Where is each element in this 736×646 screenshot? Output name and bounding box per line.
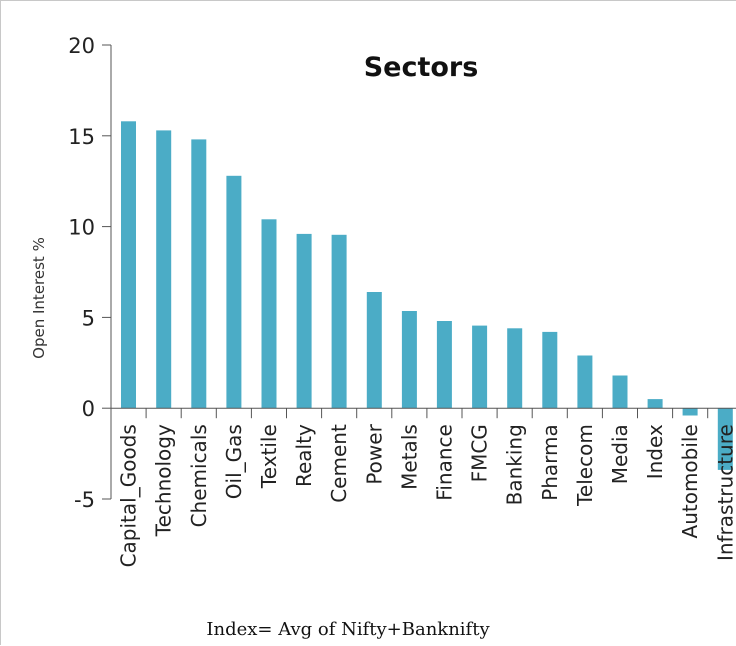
x-tick-label: Realty — [292, 424, 316, 487]
x-tick-label: Index — [643, 424, 667, 479]
y-axis: -5 0 5 10 15 20 — [68, 34, 112, 512]
bar-pharma — [542, 331, 558, 409]
x-tick-label: Automobile — [678, 424, 702, 538]
bar-power — [366, 292, 382, 409]
bar-technology — [156, 130, 172, 409]
chart-title: Sectors — [364, 52, 479, 83]
bar-index — [647, 399, 663, 409]
x-tick-label: Finance — [432, 424, 456, 501]
x-tick-label: Power — [362, 423, 386, 484]
bar-automobile — [682, 408, 698, 416]
bar-infrastructure — [717, 408, 733, 470]
x-tick-label: FMCG — [468, 424, 492, 482]
x-tick-label: Media — [608, 424, 632, 484]
bar-media — [612, 375, 628, 409]
bars — [121, 121, 733, 470]
bar-realty — [296, 233, 312, 409]
x-tick-label: Chemicals — [187, 424, 211, 527]
bar-banking — [507, 328, 523, 409]
x-tick-label: Cement — [327, 424, 351, 503]
bar-capital-goods — [121, 121, 136, 409]
y-tick-label: 15 — [68, 125, 95, 149]
bar-textile — [261, 219, 277, 409]
x-tick-label: Capital_Goods — [117, 424, 141, 567]
chart-footnote: Index= Avg of Nifty+Banknifty — [206, 619, 490, 640]
y-tick-label: 20 — [68, 34, 95, 58]
x-tick-label: Metals — [397, 424, 421, 490]
bar-oil-gas — [226, 175, 242, 409]
bar-metals — [401, 311, 417, 409]
y-axis-title: Open Interest % — [30, 237, 48, 359]
x-tick-label: Oil_Gas — [222, 424, 246, 499]
x-axis: Capital_Goods Technology Chemicals Oil_Gas T… — [111, 407, 736, 567]
x-tick-label: Infrastructure — [713, 424, 736, 561]
bar-fmcg — [472, 325, 488, 409]
x-tick-label: Textile — [257, 424, 281, 489]
bar-cement — [331, 234, 347, 409]
bar-telecom — [577, 355, 593, 409]
x-tick-label: Pharma — [538, 424, 562, 501]
y-tick-label: 10 — [68, 216, 95, 240]
bar-finance — [436, 321, 452, 409]
y-tick-label: 5 — [82, 306, 95, 330]
y-tick-label: -5 — [74, 488, 95, 512]
bar-chemicals — [191, 139, 207, 409]
x-tick-label: Telecom — [573, 424, 597, 507]
x-tick-label: Technology — [152, 424, 176, 537]
x-tick-label: Banking — [503, 424, 527, 505]
y-tick-label: 0 — [82, 397, 95, 421]
